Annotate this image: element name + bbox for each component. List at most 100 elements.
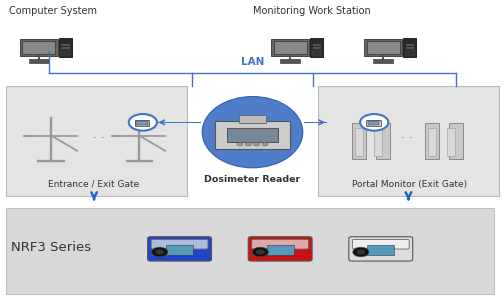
FancyBboxPatch shape (251, 239, 308, 249)
FancyBboxPatch shape (280, 59, 300, 63)
FancyBboxPatch shape (191, 122, 194, 123)
Text: Portal Monitor (Exit Gate): Portal Monitor (Exit Gate) (352, 180, 467, 189)
FancyBboxPatch shape (135, 120, 149, 126)
FancyBboxPatch shape (166, 245, 193, 255)
FancyBboxPatch shape (306, 122, 309, 123)
Circle shape (360, 114, 388, 131)
FancyBboxPatch shape (406, 44, 414, 46)
FancyBboxPatch shape (405, 50, 415, 56)
FancyBboxPatch shape (406, 47, 414, 49)
Ellipse shape (202, 97, 303, 168)
FancyBboxPatch shape (59, 38, 72, 57)
FancyBboxPatch shape (355, 128, 363, 156)
FancyBboxPatch shape (375, 123, 390, 159)
FancyBboxPatch shape (181, 122, 184, 123)
Text: · ·: · · (401, 132, 413, 145)
FancyBboxPatch shape (367, 245, 394, 255)
Circle shape (155, 249, 164, 255)
FancyBboxPatch shape (449, 123, 463, 159)
FancyBboxPatch shape (403, 38, 416, 57)
FancyBboxPatch shape (61, 44, 70, 46)
FancyBboxPatch shape (183, 122, 186, 123)
FancyBboxPatch shape (61, 47, 70, 49)
Circle shape (353, 247, 369, 257)
FancyBboxPatch shape (248, 237, 312, 261)
FancyBboxPatch shape (193, 122, 196, 123)
FancyBboxPatch shape (29, 59, 49, 63)
FancyBboxPatch shape (314, 122, 318, 123)
FancyBboxPatch shape (60, 50, 71, 56)
Text: Computer System: Computer System (9, 6, 97, 16)
FancyBboxPatch shape (349, 237, 413, 261)
Circle shape (129, 114, 157, 131)
FancyBboxPatch shape (176, 122, 179, 123)
FancyBboxPatch shape (323, 122, 326, 123)
FancyBboxPatch shape (319, 122, 322, 123)
FancyBboxPatch shape (267, 245, 294, 255)
FancyBboxPatch shape (352, 123, 366, 159)
FancyBboxPatch shape (196, 122, 199, 123)
FancyBboxPatch shape (161, 122, 164, 123)
FancyBboxPatch shape (271, 39, 309, 56)
FancyBboxPatch shape (321, 122, 324, 123)
Text: NRF3 Series: NRF3 Series (11, 241, 91, 255)
FancyBboxPatch shape (188, 122, 192, 123)
Circle shape (152, 247, 168, 257)
Text: · ·: · · (93, 132, 105, 145)
FancyBboxPatch shape (166, 122, 169, 123)
Circle shape (356, 249, 365, 255)
FancyBboxPatch shape (316, 122, 319, 123)
FancyBboxPatch shape (313, 122, 317, 123)
FancyBboxPatch shape (178, 122, 181, 123)
FancyBboxPatch shape (171, 122, 174, 123)
FancyBboxPatch shape (317, 122, 320, 123)
FancyBboxPatch shape (367, 41, 400, 54)
FancyBboxPatch shape (374, 128, 382, 156)
FancyBboxPatch shape (307, 122, 310, 123)
FancyBboxPatch shape (318, 122, 321, 123)
FancyBboxPatch shape (159, 122, 162, 123)
FancyBboxPatch shape (305, 122, 308, 123)
FancyBboxPatch shape (322, 122, 325, 123)
Circle shape (237, 142, 243, 146)
FancyBboxPatch shape (169, 122, 172, 123)
FancyBboxPatch shape (151, 239, 208, 249)
Circle shape (252, 247, 268, 257)
Circle shape (256, 249, 265, 255)
FancyBboxPatch shape (352, 239, 409, 249)
FancyBboxPatch shape (312, 122, 315, 123)
FancyBboxPatch shape (312, 44, 321, 46)
FancyBboxPatch shape (364, 39, 402, 56)
FancyBboxPatch shape (318, 86, 499, 196)
FancyBboxPatch shape (311, 122, 314, 123)
FancyBboxPatch shape (20, 39, 58, 56)
FancyBboxPatch shape (148, 237, 212, 261)
FancyBboxPatch shape (310, 38, 324, 57)
Circle shape (262, 142, 268, 146)
Text: Entrance / Exit Gate: Entrance / Exit Gate (48, 180, 140, 189)
FancyBboxPatch shape (425, 123, 438, 159)
FancyBboxPatch shape (136, 121, 148, 125)
FancyBboxPatch shape (310, 122, 313, 123)
Circle shape (254, 142, 260, 146)
FancyBboxPatch shape (308, 122, 311, 123)
FancyBboxPatch shape (427, 128, 436, 156)
Text: Dosimeter Reader: Dosimeter Reader (205, 175, 300, 184)
FancyBboxPatch shape (366, 120, 381, 126)
FancyBboxPatch shape (198, 122, 201, 123)
FancyBboxPatch shape (186, 122, 189, 123)
FancyBboxPatch shape (215, 121, 290, 149)
FancyBboxPatch shape (22, 41, 55, 54)
FancyBboxPatch shape (156, 122, 159, 123)
FancyBboxPatch shape (173, 122, 176, 123)
FancyBboxPatch shape (6, 86, 187, 196)
FancyBboxPatch shape (368, 121, 379, 125)
Text: Monitoring Work Station: Monitoring Work Station (253, 6, 370, 16)
FancyBboxPatch shape (304, 122, 307, 123)
FancyBboxPatch shape (6, 208, 494, 294)
FancyBboxPatch shape (227, 128, 278, 142)
FancyBboxPatch shape (312, 47, 321, 49)
FancyBboxPatch shape (312, 50, 322, 56)
FancyBboxPatch shape (164, 122, 167, 123)
FancyBboxPatch shape (324, 122, 327, 123)
